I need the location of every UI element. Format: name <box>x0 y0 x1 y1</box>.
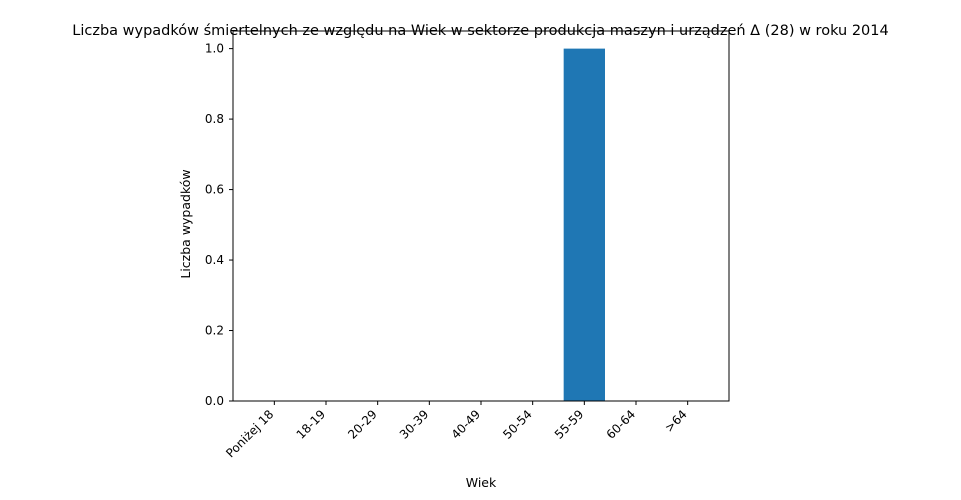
x-tick-label: 40-49 <box>449 407 484 442</box>
x-tick-label: Poniżej 18 <box>223 407 276 460</box>
axes-frame <box>232 30 730 402</box>
x-tick-label: 30-39 <box>397 407 432 442</box>
x-tick-label: 60-64 <box>604 407 639 442</box>
y-tick-label: 0.0 <box>205 394 224 408</box>
x-tick-label: >64 <box>662 407 690 435</box>
x-tick-label: 20-29 <box>345 407 380 442</box>
x-axis-label: Wiek <box>466 475 497 490</box>
x-tick-label: 55-59 <box>552 407 587 442</box>
bar <box>563 48 605 402</box>
y-axis-label: Liczba wypadków <box>178 169 193 278</box>
y-tick-label: 0.8 <box>205 112 224 126</box>
plot-area: 0.0 0.2 0.4 0.6 0.8 1.0 Poniżej 18 18-19 20-29 30… <box>205 30 730 460</box>
x-tick-label: 50-54 <box>500 407 535 442</box>
y-tick-label: 0.6 <box>205 183 224 197</box>
x-tick-label: 18-19 <box>294 407 329 442</box>
y-tick-label: 0.2 <box>205 324 224 338</box>
y-tick-label: 0.4 <box>205 253 224 267</box>
y-tick-label: 1.0 <box>205 42 224 56</box>
